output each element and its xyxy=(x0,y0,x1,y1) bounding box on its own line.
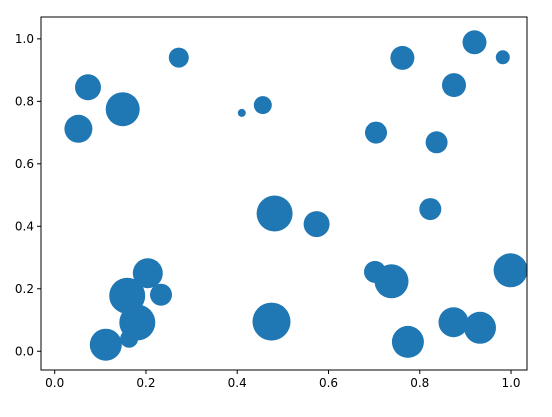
scatter-point-28 xyxy=(89,328,122,361)
scatter-point-4 xyxy=(168,47,189,68)
scatter-point-19 xyxy=(438,307,469,338)
scatter-point-1 xyxy=(64,114,93,143)
scatter-point-14 xyxy=(462,30,487,55)
x-tick-label: 0.2 xyxy=(136,376,155,390)
scatter-point-7 xyxy=(256,195,293,232)
y-tick-label: 0.2 xyxy=(15,282,34,296)
scatter-point-3 xyxy=(105,92,140,127)
y-axis: 0.0 0.2 0.4 0.6 0.8 1.0 xyxy=(15,32,41,358)
scatter-point-9 xyxy=(365,121,387,144)
x-tick-label: 0.6 xyxy=(319,376,338,390)
x-axis: 0.0 0.2 0.4 0.6 0.8 1.0 xyxy=(45,370,521,390)
scatter-point-24 xyxy=(150,283,172,306)
scatter-point-13 xyxy=(442,73,466,98)
scatter-point-21 xyxy=(391,325,424,358)
scatter-point-12 xyxy=(419,198,442,221)
points-layer xyxy=(64,30,528,361)
scatter-point-27 xyxy=(120,329,139,348)
scatter-point-18 xyxy=(374,264,409,299)
y-tick-label: 0.0 xyxy=(15,344,34,358)
y-tick-label: 0.8 xyxy=(15,94,34,108)
scatter-point-16 xyxy=(493,253,528,288)
scatter-point-15 xyxy=(495,50,510,65)
scatter-point-22 xyxy=(252,302,291,341)
plot-frame xyxy=(40,16,528,371)
scatter-point-20 xyxy=(464,311,496,344)
y-tick-label: 1.0 xyxy=(15,32,34,46)
y-tick-label: 0.4 xyxy=(15,219,34,233)
scatter-point-23 xyxy=(132,258,163,289)
x-tick-label: 0.8 xyxy=(410,376,429,390)
scatter-point-11 xyxy=(425,131,448,154)
x-tick-label: 0.4 xyxy=(228,376,247,390)
y-tick-label: 0.6 xyxy=(15,157,34,171)
scatter-point-8 xyxy=(303,211,330,238)
x-tick-label: 1.0 xyxy=(501,376,520,390)
scatter-point-10 xyxy=(390,45,415,70)
scatter-point-6 xyxy=(253,96,272,115)
scatter-point-2 xyxy=(75,74,101,101)
x-tick-label: 0.0 xyxy=(45,376,64,390)
scatter-point-5 xyxy=(237,108,246,117)
